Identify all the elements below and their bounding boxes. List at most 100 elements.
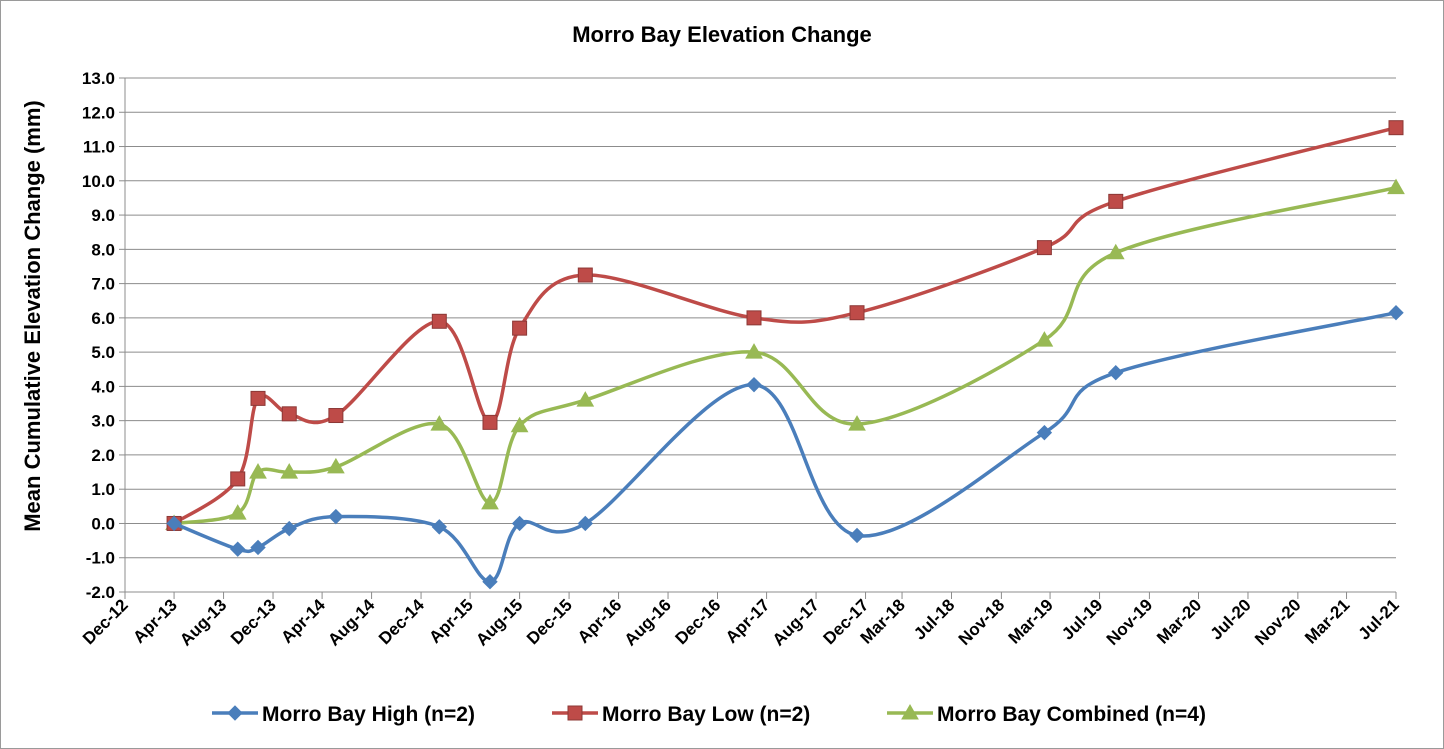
series-line	[172, 310, 1398, 584]
x-tick-label: Jul-19	[1058, 595, 1106, 643]
legend-marker	[567, 705, 583, 721]
data-point	[1387, 178, 1405, 195]
x-tick-label: Aug-13	[176, 595, 230, 649]
data-point	[327, 457, 345, 474]
y-tick-label: 1.0	[91, 480, 115, 499]
x-tick-label: Nov-18	[955, 595, 1009, 649]
y-tick-label: 0.0	[91, 514, 115, 533]
x-tick-label: Apr-16	[574, 595, 626, 647]
legend-marker	[227, 705, 243, 721]
data-point	[230, 471, 246, 487]
legend-label: Morro Bay Low (n=2)	[602, 703, 810, 726]
x-tick-label: Jul-18	[910, 595, 958, 643]
data-point	[746, 376, 762, 393]
x-tick-label: Dec-16	[671, 595, 724, 648]
x-tick-labels: Dec-12Apr-13Aug-13Dec-13Apr-14Aug-14Dec-…	[79, 595, 1403, 650]
y-tick-label: 9.0	[91, 206, 115, 225]
x-tick-label: Aug-15	[472, 595, 526, 649]
series-group	[165, 120, 1405, 590]
data-point	[1108, 193, 1124, 209]
data-point	[228, 504, 247, 520]
data-point	[577, 515, 594, 532]
data-point	[328, 408, 344, 424]
chart-title: Morro Bay Elevation Change	[572, 22, 872, 47]
legend: Morro Bay High (n=2) Morro Bay Low (n=2) M…	[212, 703, 1206, 726]
y-tick-label: 4.0	[91, 377, 115, 396]
data-point	[280, 463, 299, 479]
y-tick-label: 10.0	[82, 172, 115, 191]
data-point	[481, 493, 499, 510]
data-point	[848, 415, 866, 431]
x-tick-label: Dec-15	[523, 595, 576, 648]
legend-item: Morro Bay Low (n=2)	[552, 703, 810, 726]
x-tick-label: Dec-13	[227, 595, 280, 648]
series-diamond	[166, 305, 1404, 590]
x-tick-label: Aug-14	[324, 595, 379, 650]
x-tick-label: Dec-14	[375, 595, 428, 648]
data-point	[1388, 305, 1404, 321]
series-triangle	[165, 178, 1405, 530]
x-tick-label: Apr-13	[129, 595, 181, 647]
gridlines	[125, 77, 1396, 559]
data-point	[1035, 331, 1054, 347]
y-tick-label: 2.0	[91, 446, 115, 465]
data-point	[1388, 120, 1404, 136]
x-tick-label: Dec-12	[79, 595, 132, 648]
y-tick-labels: -2.0 -1.0 0.0 1.0 2.0 3.0 4.0 5.0 6.0 7.0 8.0 9.0 10…	[82, 69, 115, 602]
data-point	[482, 414, 498, 430]
y-tick-label: 7.0	[91, 275, 115, 294]
series-line	[172, 185, 1398, 526]
x-tick-label: Mar-19	[1005, 595, 1057, 647]
x-tick-label: Jul-21	[1355, 595, 1403, 643]
y-tick-label: 11.0	[83, 138, 115, 157]
x-tick-label: Nov-19	[1103, 595, 1157, 649]
x-tick-label: Aug-16	[621, 595, 675, 649]
data-point	[281, 406, 297, 422]
data-point	[166, 515, 182, 532]
data-point	[430, 415, 449, 431]
y-tick-label: -2.0	[86, 583, 115, 602]
x-tick-label: Apr-14	[277, 595, 329, 647]
x-tick-label: Nov-20	[1251, 595, 1305, 649]
series-square	[166, 120, 1404, 531]
data-point	[431, 519, 448, 535]
y-tick-label: 8.0	[91, 240, 115, 259]
data-point	[511, 515, 528, 532]
data-point	[1036, 240, 1052, 256]
legend-label: Morro Bay High (n=2)	[262, 703, 475, 726]
data-point	[849, 527, 865, 544]
data-point	[576, 391, 595, 407]
legend-marker	[901, 703, 919, 720]
data-point	[250, 390, 266, 406]
x-tick-label: Mar-20	[1153, 595, 1205, 647]
axes	[119, 77, 1397, 599]
data-point	[512, 320, 528, 336]
data-point	[328, 508, 344, 525]
data-point	[746, 310, 762, 326]
y-tick-label: -1.0	[86, 549, 115, 568]
y-tick-label: 5.0	[91, 343, 115, 362]
data-point	[849, 305, 865, 321]
data-point	[482, 574, 498, 590]
data-point	[745, 343, 763, 359]
x-tick-label: Mar-21	[1301, 595, 1353, 647]
y-tick-label: 12.0	[82, 103, 115, 122]
x-tick-label: Jul-20	[1207, 595, 1255, 643]
data-point	[1106, 243, 1125, 260]
data-point	[1036, 424, 1053, 441]
data-point	[510, 416, 529, 433]
data-point	[1108, 364, 1124, 381]
data-point	[249, 463, 267, 479]
data-point	[281, 520, 297, 537]
data-point	[431, 313, 447, 329]
y-tick-label: 13.0	[82, 69, 115, 88]
legend-item: Morro Bay Combined (n=4)	[887, 703, 1206, 726]
x-tick-label: Aug-17	[769, 595, 823, 649]
y-tick-label: 3.0	[91, 412, 115, 431]
y-tick-label: 6.0	[91, 309, 115, 328]
y-axis-label: Mean Cumulative Elevation Change (mm)	[20, 100, 45, 532]
legend-item: Morro Bay High (n=2)	[212, 703, 475, 726]
data-point	[577, 267, 593, 283]
